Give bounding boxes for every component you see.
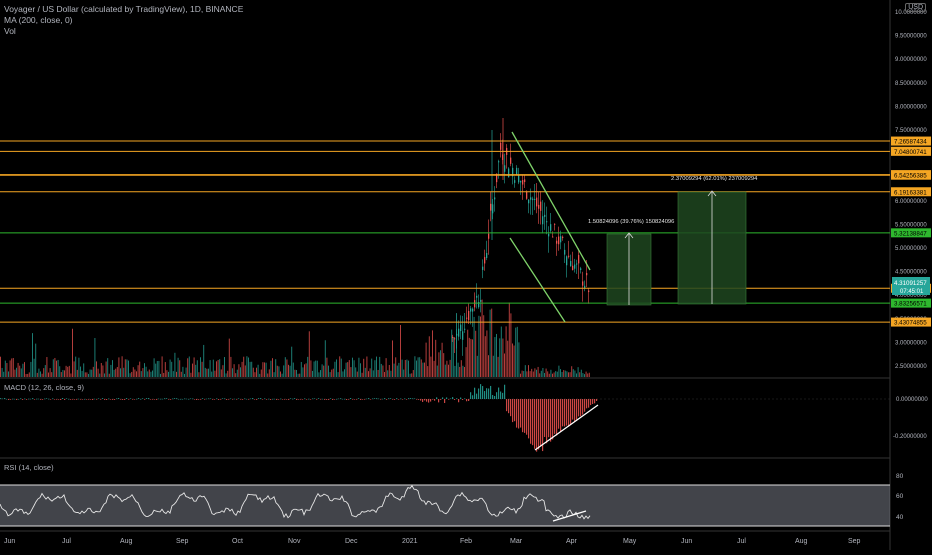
rsi-trendline[interactable] — [552, 510, 587, 522]
price-axis-label: 2.50000000 — [895, 364, 927, 370]
currency-badge[interactable]: USD — [905, 3, 926, 12]
price-axis-label: 6.00000000 — [895, 199, 927, 205]
level-tag-bg — [891, 170, 931, 180]
level-tag-value: 7.26587434 — [894, 139, 927, 146]
macd-axis-1: -0.20000000 — [893, 434, 927, 440]
time-axis-label: Aug — [795, 538, 808, 545]
time-axis-label: Apr — [566, 538, 578, 545]
volume-bars — [0, 299, 590, 377]
target-box-1[interactable] — [606, 232, 652, 306]
target1-label: 1.50824096 (39.76%) 150824096 — [588, 219, 674, 225]
level-tag-value: 7.04800741 — [894, 149, 927, 156]
price-axis-label: 9.50000000 — [895, 34, 927, 40]
level-tag-value: 3.83256571 — [894, 301, 927, 308]
time-axis-label: Sep — [176, 538, 189, 545]
macd-histogram — [0, 384, 598, 452]
target2-label: 2.37009294 (62.01%) 237009294 — [671, 176, 758, 182]
price-axis-label: 8.00000000 — [895, 104, 927, 110]
price-axis-label: 3.00000000 — [895, 340, 927, 346]
level-tag-value: 5.32138847 — [894, 230, 927, 237]
current-price-tag: 4.31091257 07:45:01 — [892, 277, 930, 295]
rsi-axis-60: 60 — [896, 493, 904, 500]
time-axis-label: Sep — [848, 538, 861, 545]
level-tag-bg — [891, 317, 931, 327]
rsi-title[interactable]: RSI (14, close) — [4, 463, 54, 472]
price-axis-label: 4.50000000 — [895, 270, 927, 276]
macd-title[interactable]: MACD (12, 26, close, 9) — [4, 383, 85, 392]
time-axis-label: Jul — [737, 538, 746, 545]
level-tag-bg — [891, 136, 931, 146]
level-tag-value: 3.43074855 — [894, 320, 927, 327]
symbol-title[interactable]: Voyager / US Dollar (calculated by Tradi… — [4, 4, 244, 14]
falling-channel[interactable] — [509, 131, 591, 323]
rsi-axis-80: 80 — [896, 473, 904, 480]
time-axis-label: May — [623, 538, 637, 545]
level-price-tags: 7.265874347.048007416.555158856.54256385… — [891, 136, 931, 327]
level-tag-value: 6.19163381 — [894, 189, 927, 196]
level-tag-bg — [891, 298, 931, 308]
time-axis-label: 2021 — [402, 538, 418, 545]
time-axis-label: Feb — [460, 538, 472, 545]
time-axis[interactable]: Jun Jul Aug Sep Oct Nov Dec 2021 Feb Mar Apr May Jun… — [4, 538, 861, 545]
time-axis-label: Mar — [510, 538, 523, 545]
price-axis-label: 5.00000000 — [895, 246, 927, 252]
level-tag-bg — [891, 228, 931, 238]
price-axis-label: 7.50000000 — [895, 128, 927, 134]
price-candles — [452, 118, 590, 356]
rsi-axis-40: 40 — [896, 514, 904, 521]
level-tag-value: 6.54256385 — [894, 173, 927, 180]
time-axis-label: Aug — [120, 538, 133, 545]
macd-trendline[interactable] — [534, 404, 599, 451]
time-axis-label: Oct — [232, 538, 243, 545]
ma-indicator-title[interactable]: MA (200, close, 0) — [4, 15, 73, 25]
vol-indicator-title[interactable]: Vol — [4, 26, 16, 36]
level-tag-bg — [891, 146, 931, 156]
countdown: 07:45:01 — [900, 289, 924, 295]
price-axis-label: 5.50000000 — [895, 222, 927, 228]
time-axis-label: Jun — [4, 538, 15, 545]
time-axis-label: Jul — [62, 538, 71, 545]
price-axis-label: 10.0000000 — [895, 10, 927, 16]
price-axis-label: 9.00000000 — [895, 57, 927, 63]
time-axis-label: Dec — [345, 538, 358, 545]
level-tag-bg — [891, 187, 931, 197]
current-price-value: 4.31091257 — [894, 280, 927, 287]
time-axis-label: Nov — [288, 538, 301, 545]
price-axis-label: 8.50000000 — [895, 81, 927, 87]
target-box-2[interactable] — [677, 190, 747, 305]
price-axis-label: 4.00000000 — [895, 293, 927, 299]
time-axis-label: Jun — [681, 538, 692, 545]
macd-axis-0: 0.00000000 — [896, 397, 928, 403]
rsi-line — [0, 484, 591, 520]
rsi-band — [0, 485, 890, 526]
